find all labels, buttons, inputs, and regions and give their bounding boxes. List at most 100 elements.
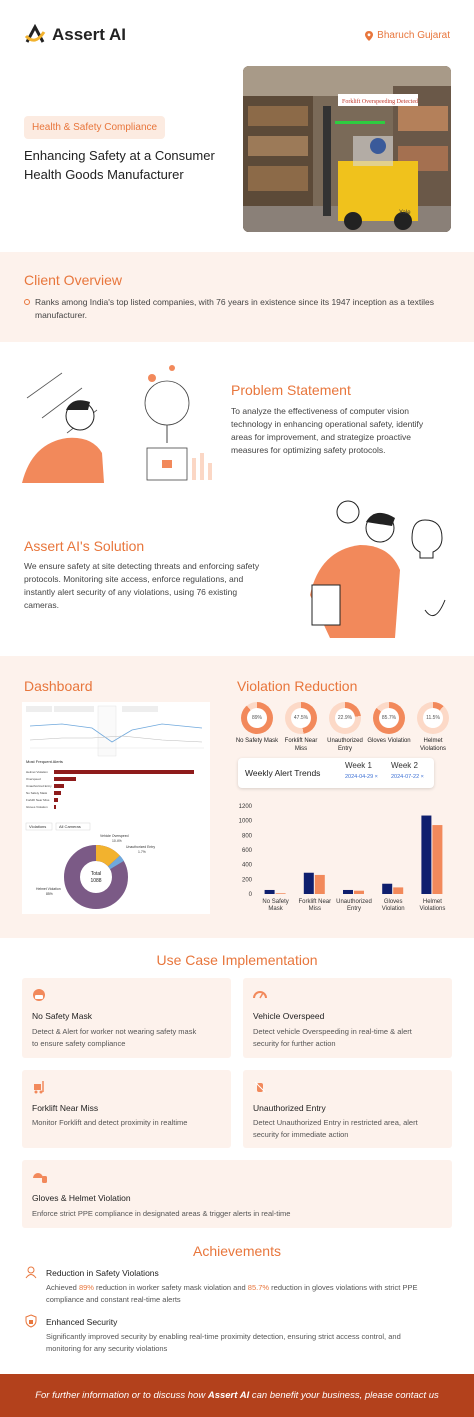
bar-week-1: [421, 815, 432, 894]
achievements-heading: Achievements: [193, 1243, 281, 1259]
pie-label-3: Helmet Violation: [36, 887, 61, 891]
achievement-2-title: Enhanced Security: [46, 1317, 118, 1327]
client-heading: Client Overview: [24, 272, 123, 288]
reduction-donut: 11.5%: [417, 702, 449, 734]
solution-text: We ensure safety at site detecting threa…: [24, 561, 260, 610]
tab-all-cameras[interactable]: All Cameras: [59, 824, 81, 829]
x-tick-label: Miss: [309, 906, 321, 912]
bar-week-1: [343, 889, 353, 894]
x-tick-label: Helmet: [423, 899, 442, 905]
reduction-pct: 85.7%: [379, 708, 399, 728]
usecase-title-3: Forklift Near Miss: [32, 1103, 99, 1113]
reduction-pct: 11.5%: [423, 708, 443, 728]
week1-label: Week 1: [345, 761, 372, 770]
x-tick-label: Unauthorized: [336, 899, 372, 905]
x-tick-label: Violation: [382, 906, 405, 912]
y-tick-label: 0: [249, 892, 253, 898]
client-overview-section: Client Overview Ranks among India's top …: [0, 252, 474, 342]
reduction-label: Forklift Near Miss: [284, 738, 318, 752]
bar-week-2: [432, 825, 443, 894]
x-tick-label: No Safety: [262, 899, 288, 905]
x-tick-label: Entry: [347, 906, 361, 912]
usecase-desc-2: Detect vehicle Overspeeding in real-time…: [253, 1027, 412, 1048]
week2-label: Week 2: [391, 761, 418, 770]
problem-illustration: [22, 358, 212, 488]
hero-alert: Forklift Overspeeding Detected: [342, 98, 418, 105]
bar-label-2: Overspeed: [26, 777, 41, 781]
contact-footer[interactable]: For further information or to discuss ho…: [0, 1374, 474, 1417]
bar-label-1: Helmet Violation: [26, 770, 48, 774]
location-pin-icon: [365, 30, 374, 41]
dashboard-heading: Dashboard: [24, 678, 93, 694]
y-tick-label: 1000: [239, 819, 253, 825]
helmet-gloves-icon: [33, 1173, 47, 1183]
bar-week-2: [275, 893, 286, 894]
reduction-item: 47.5% Forklift Near Miss: [279, 702, 323, 753]
usecase-card-1: No Safety Mask Detect & Alert for worker…: [22, 978, 231, 1058]
usecase-desc-5: Enforce strict PPE compliance in designa…: [32, 1209, 291, 1218]
reduction-pct: 22.9%: [335, 708, 355, 728]
y-tick-label: 600: [242, 848, 253, 854]
alerts-title: Most Frequent Alerts: [26, 759, 63, 764]
tab-violations[interactable]: Violations: [29, 824, 46, 829]
hero-image: Forklift Overspeeding Detected Yale: [243, 66, 451, 232]
reduction-donuts: 89% No Safety Mask 47.5% Forklift Near Miss…: [235, 702, 455, 753]
hero-section: Assert AI Bharuch Gujarat Health & Safet…: [0, 0, 474, 250]
usecase-card-2: Vehicle Overspeed Detect vehicle Overspe…: [243, 978, 452, 1058]
usecase-desc-3: Monitor Forklift and detect proximity in…: [32, 1118, 188, 1127]
reduction-pct: 89%: [247, 708, 267, 728]
bar-label-3: Unauthorized Entry: [26, 784, 52, 788]
reduction-label: Helmet Violations: [420, 738, 446, 752]
speedometer-icon: [253, 991, 267, 999]
week1-date[interactable]: 2024-04-29 ×: [345, 774, 378, 780]
reduction-item: 22.9% Unauthorized Entry: [323, 702, 367, 753]
achievement-2-text: Significantly improved security by enabl…: [46, 1332, 401, 1353]
pie-total-value: 1088: [90, 878, 101, 884]
pie-value-1: 10.4%: [112, 839, 122, 843]
bar-week-1: [264, 889, 275, 894]
dashboard-screenshot: Most Frequent Alerts Helmet Violation Ov…: [22, 702, 210, 914]
bar-week-2: [393, 887, 404, 894]
x-tick-label: Gloves: [384, 899, 403, 905]
reduction-item: 85.7% Gloves Violation: [367, 702, 411, 753]
bullet-icon: [24, 299, 30, 305]
brand-logo[interactable]: Assert AI: [24, 24, 126, 46]
problem-text: To analyze the effectiveness of computer…: [231, 406, 424, 455]
category-tag: Health & Safety Compliance: [24, 116, 166, 139]
brand-name: Assert AI: [52, 25, 127, 44]
achievement-1-title: Reduction in Safety Violations: [46, 1268, 159, 1278]
footer-brand: Assert AI: [207, 1390, 250, 1401]
week2-date[interactable]: 2024-07-22 ×: [391, 774, 424, 780]
y-tick-label: 1200: [239, 804, 253, 810]
weekly-trend-card: Weekly Alert Trends Week 1 2024-04-29 × …: [238, 758, 434, 788]
hand-stop-icon: [254, 1081, 266, 1093]
bar-label-4: No Safety Mask: [26, 791, 48, 795]
bar-week-1: [303, 872, 314, 894]
reduction-donut: 47.5%: [285, 702, 317, 734]
reduction-item: 11.5% Helmet Violations: [411, 702, 455, 753]
logo-icon: [24, 24, 46, 43]
dashboard-section: Dashboard Most Frequent Alerts Helmet Vi…: [0, 656, 474, 938]
usecase-card-5: Gloves & Helmet Violation Enforce strict…: [22, 1160, 452, 1228]
forklift-icon: [34, 1081, 44, 1094]
achievement-1-text: Achieved 89% reduction in worker safety …: [46, 1283, 418, 1304]
bar-label-5: Forklift Near Miss: [26, 798, 50, 802]
bar-week-2: [314, 874, 325, 894]
x-tick-label: Violations: [419, 906, 445, 912]
reduction-donut: 22.9%: [329, 702, 361, 734]
usecase-card-4: Unauthorized Entry Detect Unauthorized E…: [243, 1070, 452, 1148]
worker-icon: [25, 1266, 37, 1279]
usecase-title-1: No Safety Mask: [32, 1011, 92, 1021]
pie-label-1: Vehicle Overspeed: [100, 834, 129, 838]
trend-title: Weekly Alert Trends: [245, 768, 321, 778]
violation-heading: Violation Reduction: [237, 678, 358, 694]
usecase-title-2: Vehicle Overspeed: [253, 1011, 325, 1021]
usecase-title-4: Unauthorized Entry: [253, 1103, 326, 1113]
x-tick-label: Forklift Near: [298, 899, 331, 905]
mask-icon: [33, 989, 45, 1001]
reduction-donut: 85.7%: [373, 702, 405, 734]
usecase-title-5: Gloves & Helmet Violation: [32, 1193, 131, 1203]
usecase-heading: Use Case Implementation: [156, 952, 318, 968]
y-tick-label: 400: [242, 863, 253, 869]
